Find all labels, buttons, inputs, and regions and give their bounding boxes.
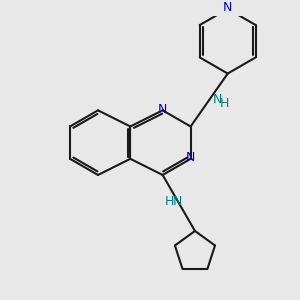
Text: N: N	[223, 1, 232, 14]
Text: N: N	[172, 195, 182, 208]
Text: H: H	[220, 97, 230, 110]
Text: H: H	[165, 195, 175, 208]
Text: N: N	[186, 151, 195, 164]
Text: N: N	[158, 103, 167, 116]
Text: N: N	[212, 93, 222, 106]
